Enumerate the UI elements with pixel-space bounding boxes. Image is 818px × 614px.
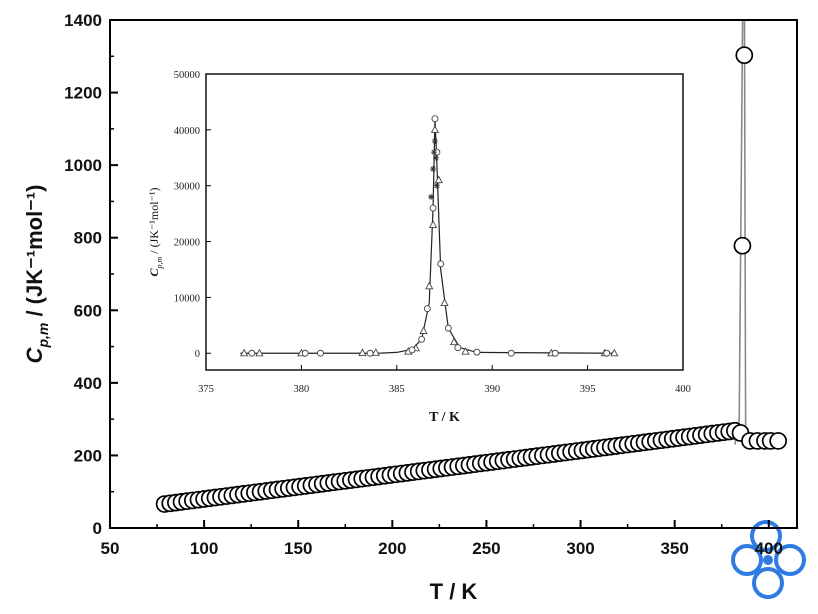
main-x-tick-label: 200 (378, 539, 406, 558)
inset-data-point-circle (551, 349, 559, 357)
main-peak-line (734, 20, 749, 445)
inset-data-point-star (428, 193, 435, 200)
main-y-tick-label: 800 (74, 229, 102, 248)
main-x-tick-label: 350 (660, 539, 688, 558)
inset-data-point-circle (454, 344, 462, 352)
inset-data-point-circle (431, 115, 439, 123)
logo-ring-top (750, 520, 782, 552)
inset-data-point-circle (444, 324, 452, 332)
inset-y-axis-label: Cp,m / (JK⁻¹mol⁻¹) (147, 188, 164, 277)
inset-data-point-triangle (610, 348, 619, 357)
inset-data-point-triangle (461, 347, 470, 355)
inset-x-tick-label: 380 (294, 384, 310, 395)
main-data-point (769, 432, 788, 450)
inset-data-point-triangle (239, 348, 249, 357)
main-y-tick-label: 1200 (64, 84, 102, 103)
inset-data-point-star (433, 182, 440, 189)
main-y-tick-label: 1000 (64, 156, 102, 175)
inset-data-point-circle (437, 260, 445, 268)
inset-x-tick-label: 400 (675, 384, 691, 395)
main-x-tick-label: 400 (755, 539, 783, 558)
inset-data-point-triangle (434, 175, 443, 184)
main-y-tick-label: 600 (74, 301, 102, 320)
inset-data-point-triangle (419, 326, 428, 334)
main-data-point (733, 236, 752, 255)
logo-ring-right (774, 544, 806, 576)
inset-data-point-star (431, 138, 438, 145)
inset-data-point-star (431, 149, 438, 156)
inset-data-point-circle (423, 305, 431, 313)
main-x-tick-label: 300 (566, 539, 594, 558)
inset-data-point-triangle (371, 348, 380, 356)
inset-y-tick-label: 40000 (174, 126, 200, 137)
inset-chart: 375 380 385 390 395 400 0 10000 20000 30000 40000 5… (147, 70, 691, 425)
logo-center-dot (763, 555, 773, 565)
main-x-tick-label: 250 (472, 539, 500, 558)
inset-data-point-triangle (255, 348, 264, 357)
inset-y-tick-label: 50000 (174, 70, 200, 81)
inset-data-point-circle (418, 335, 426, 343)
watermark-logo (731, 520, 806, 599)
inset-y-tick-label: 10000 (174, 293, 200, 304)
main-x-tick-label: 100 (190, 539, 218, 558)
inset-data-point-star (432, 154, 439, 161)
inset-x-tick-label: 375 (198, 384, 214, 395)
inset-data-point-circle (301, 349, 309, 357)
main-x-axis-label: T / K (430, 579, 478, 604)
inset-x-axis-label: T / K (429, 410, 460, 425)
inset-data-point-triangle (425, 281, 434, 290)
inset-data-point-circle (408, 346, 416, 354)
inset-data-point-circle (429, 204, 437, 212)
inset-y-tick-label: 0 (195, 349, 200, 360)
main-y-tick-label: 1400 (64, 11, 102, 30)
main-plot-marks (155, 20, 788, 513)
inset-y-tick-label: 30000 (174, 182, 200, 193)
inset-data-point-triangle (358, 348, 367, 357)
logo-ring-left (731, 544, 763, 576)
main-y-tick-label: 200 (74, 446, 102, 465)
inset-data-point-circle (366, 349, 374, 357)
inset-x-tick-label: 390 (484, 384, 500, 395)
inset-data-point-triangle (428, 220, 438, 228)
main-data-point (735, 46, 754, 65)
main-y-axis-label: Cp,m / (JK⁻¹mol⁻¹) (22, 185, 51, 364)
inset-data-point-circle (507, 349, 515, 357)
inset-axes-frame (205, 73, 684, 371)
inset-y-tick-label: 20000 (174, 238, 200, 249)
inset-x-tick-label: 395 (580, 384, 596, 395)
inset-data-point-triangle (449, 337, 459, 346)
main-x-tick-label: 150 (284, 539, 312, 558)
inset-data-point-circle (248, 349, 256, 357)
inset-data-point-circle (317, 349, 324, 357)
main-y-tick-label: 0 (93, 519, 102, 538)
inset-data-point-star (430, 165, 437, 172)
main-y-tick-label: 400 (74, 374, 102, 393)
inset-x-tick-label: 385 (389, 384, 405, 395)
inset-data-point-triangle (430, 125, 440, 133)
inset-data-point-circle (473, 348, 481, 356)
inset-data-point-triangle (440, 298, 449, 307)
main-x-tick-label: 50 (101, 539, 120, 558)
logo-ring-bottom (752, 567, 784, 599)
inset-data-point-circle (603, 349, 611, 357)
